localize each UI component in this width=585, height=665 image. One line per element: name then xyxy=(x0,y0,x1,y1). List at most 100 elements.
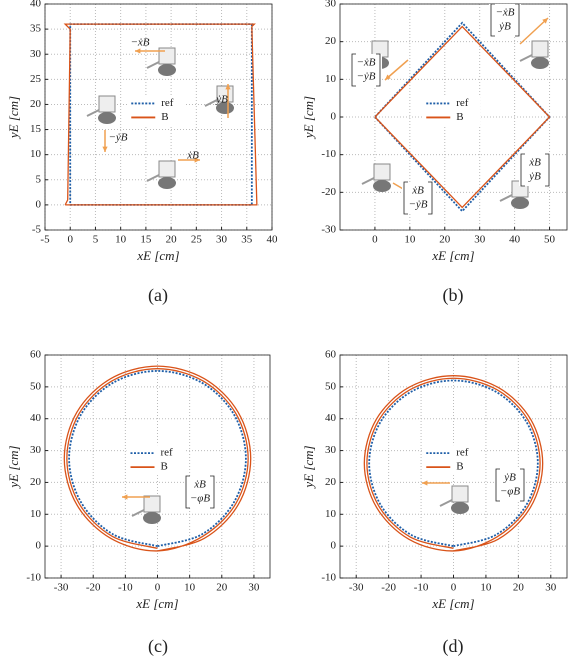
robot-base xyxy=(511,197,529,209)
legend: ref B xyxy=(422,95,480,125)
legend-label: ref xyxy=(161,97,174,109)
x-tick-label: 30 xyxy=(545,582,557,594)
x-tick-label: 10 xyxy=(404,234,416,246)
annotation-text: −ẏB xyxy=(356,71,375,83)
x-axis-label: xE [cm] xyxy=(431,596,474,611)
robot-base xyxy=(373,180,391,192)
x-tick-label: 25 xyxy=(191,234,203,246)
annotation-text: ẋB xyxy=(528,157,541,169)
annotation: ẋB −φ̇B xyxy=(184,476,216,508)
caption: (b) xyxy=(443,285,464,306)
y-tick-label: 40 xyxy=(325,412,337,424)
annotation: ẋB−ẏB xyxy=(402,182,434,214)
y-tick-label: 35 xyxy=(30,23,42,35)
annotation: −ẏB xyxy=(108,132,127,144)
x-tick-label: 0 xyxy=(372,234,378,246)
x-tick-label: -30 xyxy=(349,582,364,594)
y-tick-label: 10 xyxy=(325,73,337,85)
y-tick-label: 30 xyxy=(325,0,337,10)
robot-body xyxy=(144,496,160,512)
y-tick-label: 50 xyxy=(30,380,42,392)
y-tick-label: 60 xyxy=(325,349,337,361)
x-tick-label: 30 xyxy=(474,234,486,246)
x-tick-label: -20 xyxy=(86,582,101,594)
robot-base xyxy=(158,64,176,76)
annotation: ẋB xyxy=(186,150,199,162)
annotation-text: ẋB xyxy=(193,479,206,491)
legend-label: ref xyxy=(456,97,469,109)
x-tick-label: 40 xyxy=(509,234,521,246)
y-tick-label: 10 xyxy=(30,508,42,520)
annotation: −ẋB ẏB xyxy=(489,4,521,36)
y-tick-label: 0 xyxy=(331,540,337,552)
y-tick-label: 40 xyxy=(30,0,42,10)
annotation-text: ẏB xyxy=(215,94,228,106)
y-tick-label: -10 xyxy=(26,572,41,584)
y-tick-label: 20 xyxy=(325,476,337,488)
annotation-text: −φ̇B xyxy=(190,493,211,505)
legend-bg xyxy=(422,95,480,125)
figure: -50510152025303540-50510152025303540xE [… xyxy=(0,0,585,665)
y-tick-label: 10 xyxy=(30,148,42,160)
robot-body xyxy=(99,96,115,112)
y-tick-label: -10 xyxy=(321,148,336,160)
robot-base xyxy=(98,112,116,124)
y-tick-label: 60 xyxy=(30,349,42,361)
annotation-text: −ẋB xyxy=(356,57,375,69)
x-tick-label: 35 xyxy=(241,234,253,246)
annotation: −ẋB −ẏB xyxy=(350,54,382,86)
x-tick-label: 10 xyxy=(184,582,196,594)
x-axis-label: xE [cm] xyxy=(135,596,178,611)
annotation: −ẋB xyxy=(130,37,149,49)
y-tick-label: -30 xyxy=(321,224,336,236)
y-axis-label: yE [cm] xyxy=(301,445,316,489)
x-tick-label: -10 xyxy=(118,582,133,594)
robot-body xyxy=(159,161,175,177)
x-tick-label: 0 xyxy=(67,234,73,246)
x-tick-label: 0 xyxy=(451,582,457,594)
annotation-text: ẏB xyxy=(498,21,511,33)
y-tick-label: -20 xyxy=(321,186,336,198)
legend-label: ref xyxy=(456,447,469,459)
x-tick-label: 15 xyxy=(140,234,152,246)
y-tick-label: 0 xyxy=(36,198,42,210)
x-axis-label: xE [cm] xyxy=(136,248,179,263)
annotation: ẋB ẏB xyxy=(519,154,551,186)
annotation-text: ẏB xyxy=(528,171,541,183)
legend-label: B xyxy=(456,461,463,473)
x-tick-label: -5 xyxy=(40,234,50,246)
annotation-text: ẋB xyxy=(186,150,199,162)
y-tick-label: -10 xyxy=(321,572,336,584)
robot-base xyxy=(158,177,176,189)
annotation: ẏB −φ̇B xyxy=(494,469,526,501)
robot-body xyxy=(374,164,390,180)
robot-base xyxy=(451,502,469,514)
legend-label: B xyxy=(456,111,463,123)
y-tick-label: -5 xyxy=(32,224,42,236)
x-tick-label: 20 xyxy=(216,582,228,594)
x-tick-label: 10 xyxy=(480,582,492,594)
legend-bg xyxy=(127,445,185,475)
annotation: ẏB xyxy=(215,94,228,106)
annotation-text: −φ̇B xyxy=(500,486,521,498)
robot-body xyxy=(532,41,548,57)
x-tick-label: 40 xyxy=(267,234,279,246)
x-tick-label: 20 xyxy=(166,234,178,246)
x-tick-label: -30 xyxy=(54,582,69,594)
y-tick-label: 25 xyxy=(30,73,42,85)
y-tick-label: 0 xyxy=(36,540,42,552)
legend-bg xyxy=(127,95,185,125)
y-axis-label: yE [cm] xyxy=(6,96,21,140)
caption: (d) xyxy=(443,636,464,657)
annotation-text: −ẋB xyxy=(495,7,514,19)
annotation-text: ẏB xyxy=(503,472,516,484)
y-axis-label: yE [cm] xyxy=(6,445,21,489)
x-axis-label: xE [cm] xyxy=(431,248,474,263)
annotation-text: −ẏB xyxy=(408,199,427,211)
caption: (c) xyxy=(148,636,168,657)
y-tick-label: 15 xyxy=(30,123,42,135)
y-tick-label: 20 xyxy=(30,476,42,488)
